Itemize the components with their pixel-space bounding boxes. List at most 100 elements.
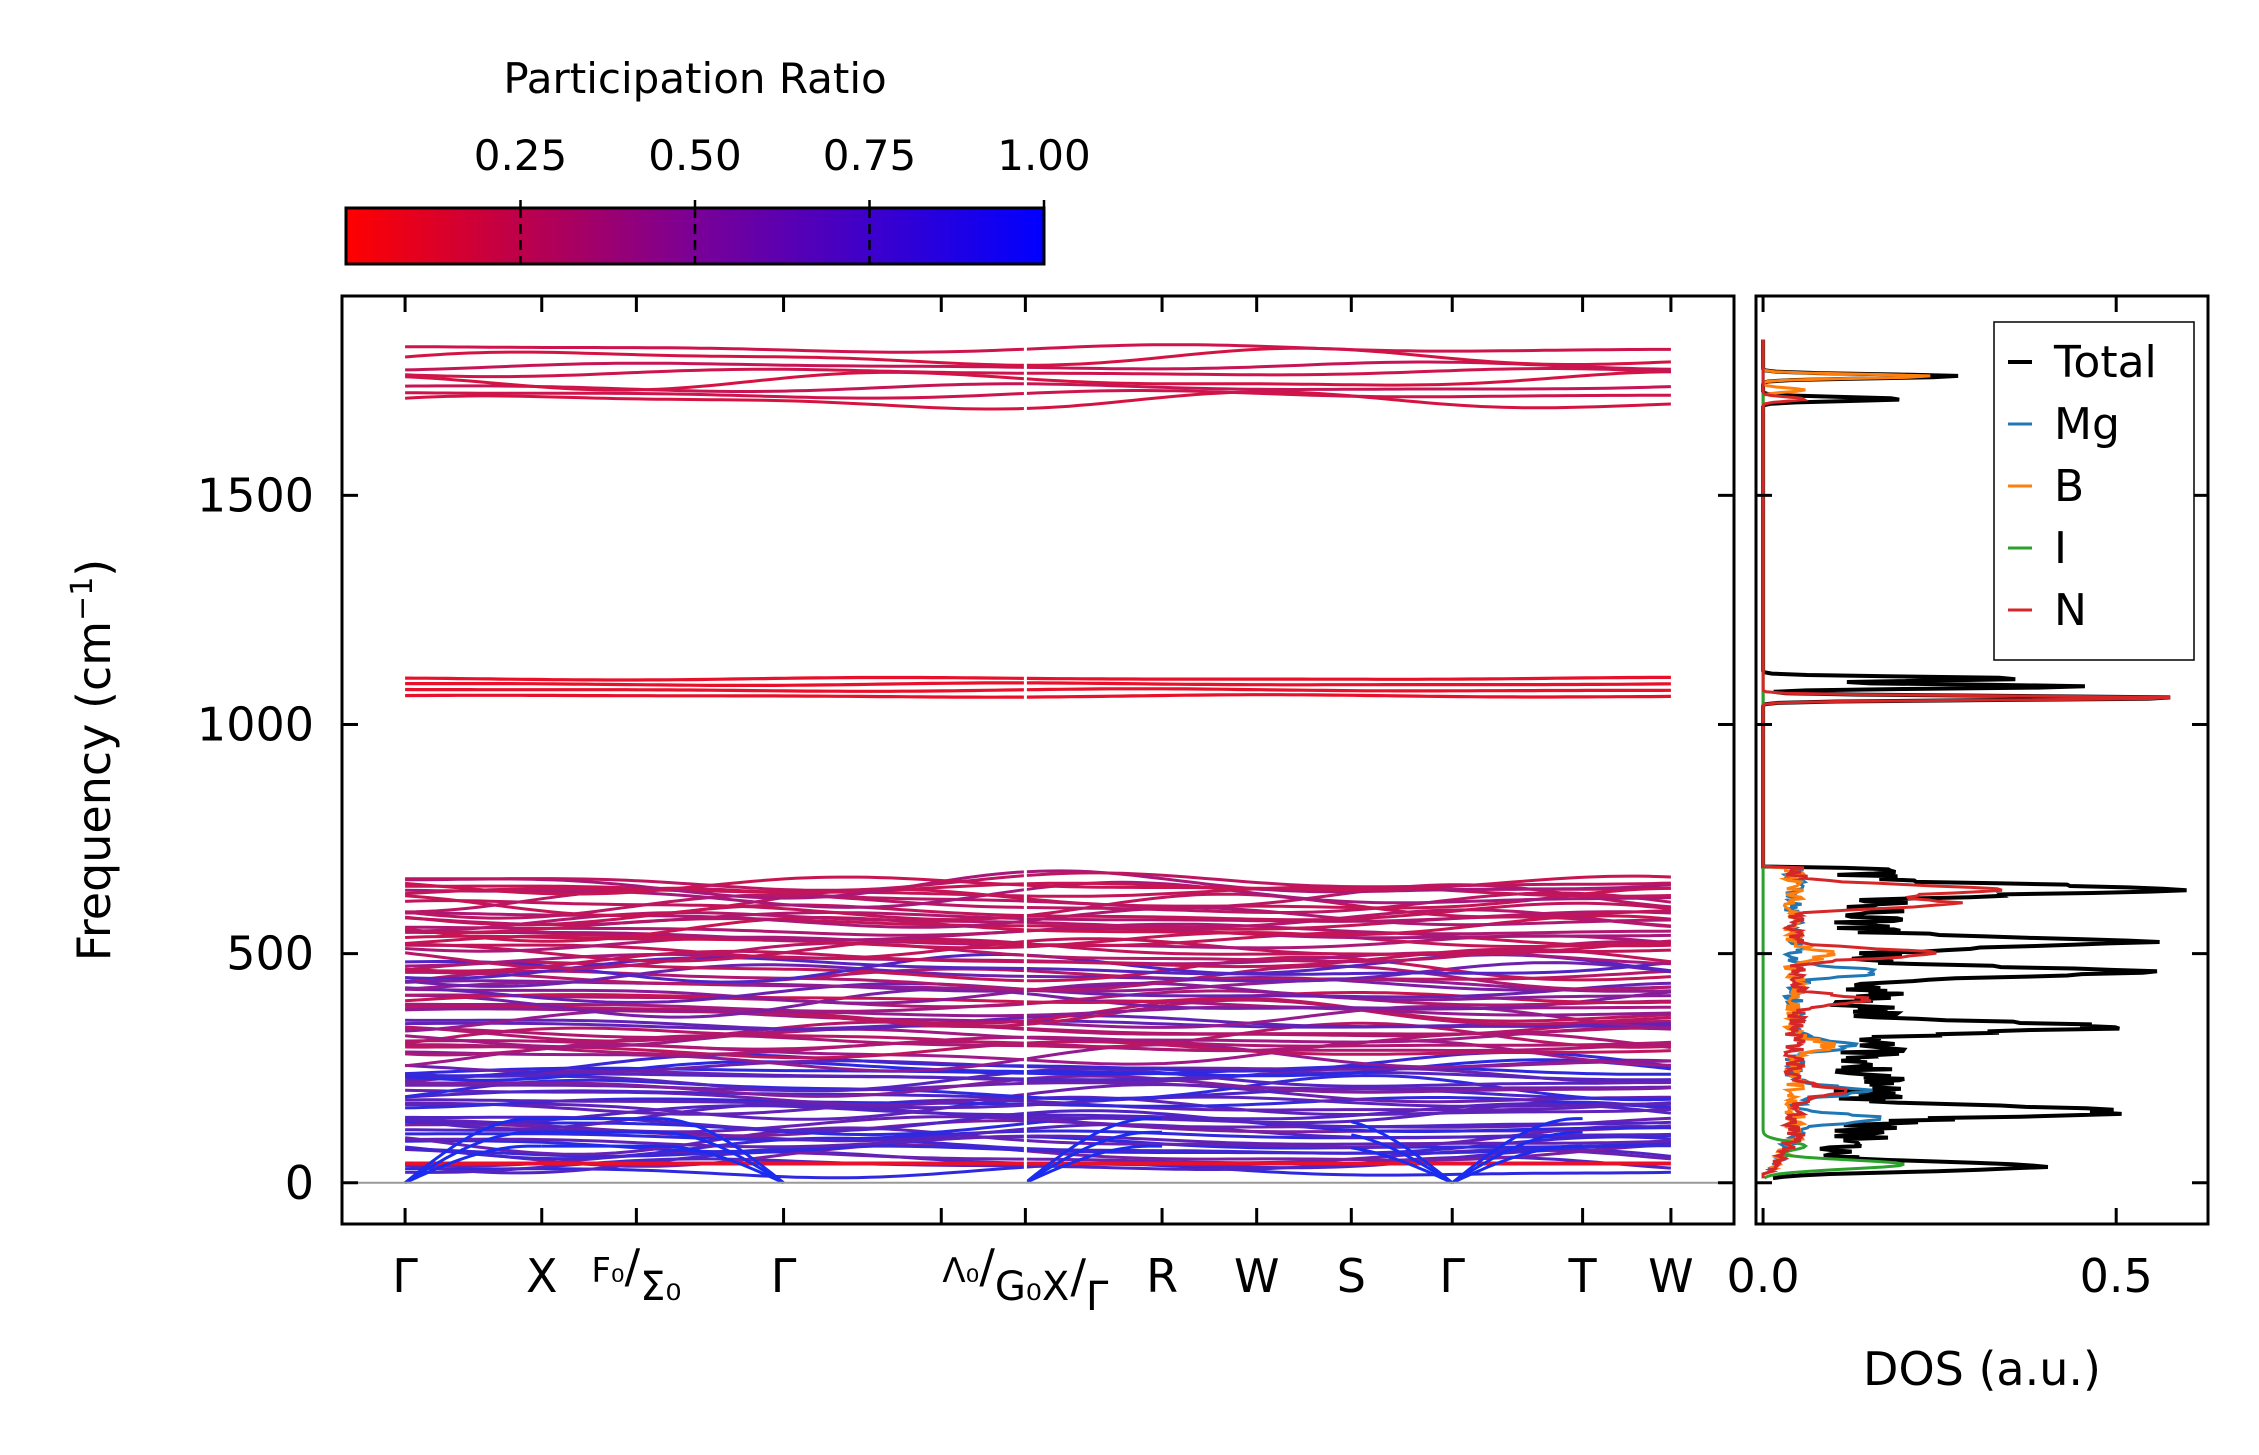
dos-plot-frame: [1754, 294, 2210, 1226]
acoustic-band: [1350, 1120, 1454, 1184]
k-label: Λ₀/G₀X /Γ: [942, 1239, 1109, 1320]
colorbar: Participation Ratio 0.25 0.50 0.75 1.00: [344, 54, 1091, 266]
phonon-band: [404, 1021, 1671, 1049]
phonon-band: [405, 967, 1671, 986]
phonon-band: [405, 390, 1671, 411]
phonon-band: [404, 955, 1671, 983]
phonon-band: [405, 1019, 1671, 1043]
frequency-axis: 0 500 1000 1500: [197, 468, 1734, 1210]
dos-curves: [1761, 339, 2187, 1181]
colorbar-label: Participation Ratio: [503, 54, 886, 103]
acoustic-band: [1024, 1130, 1163, 1185]
phonon-band: [405, 367, 1671, 379]
k-label: T: [1568, 1249, 1598, 1303]
phonon-band: [405, 1040, 1671, 1056]
k-label: F₀/Σ₀: [591, 1239, 681, 1310]
phonon-band: [405, 996, 1671, 1026]
dos-x-tick-label: 0.0: [1726, 1249, 1799, 1303]
phonon-band: [405, 1065, 1671, 1076]
colorbar-tick-label: 1.00: [997, 131, 1091, 180]
y-tick-label: 0: [285, 1156, 314, 1210]
k-label: Γ: [392, 1249, 418, 1303]
legend-label: B: [2054, 461, 2084, 512]
phonon-band: [404, 1124, 1671, 1156]
phonon-band: [404, 1073, 1671, 1102]
phonon-band: [404, 346, 1671, 367]
phonon-band: [405, 675, 1671, 682]
phonon-band: [405, 1115, 1671, 1134]
legend-label: Mg: [2054, 399, 2120, 450]
y-tick-label: 1000: [197, 697, 314, 751]
legend-label: I: [2054, 523, 2067, 574]
dos-curve-n: [1761, 339, 2171, 1179]
phonon-band: [405, 1098, 1671, 1116]
acoustic-band: [1451, 1144, 1583, 1185]
k-label: W: [1648, 1249, 1693, 1303]
acoustic-band: [404, 1117, 542, 1184]
frequency-axis-label: Frequency (cm−1): [65, 559, 121, 962]
k-label: S: [1337, 1249, 1366, 1303]
acoustic-band: [404, 1130, 542, 1185]
phonon-band: [405, 1005, 1671, 1018]
phonon-band: [405, 869, 1671, 900]
phonon-band: [405, 360, 1671, 372]
phonon-band: [405, 1014, 1671, 1031]
acoustic-band: [1451, 1117, 1583, 1184]
colorbar-ticks: [519, 200, 1046, 264]
phonon-band: [405, 871, 1671, 892]
legend-label: N: [2054, 585, 2087, 636]
colorbar-tick-label: 0.50: [648, 131, 742, 180]
phonon-band: [405, 1095, 1671, 1110]
acoustic-band: [1024, 1117, 1163, 1184]
ylabel-exponent: −1: [65, 577, 100, 621]
phonon-band: [405, 687, 1671, 693]
phonon-band: [405, 681, 1671, 687]
phonon-band: [404, 886, 1671, 917]
acoustic-band: [1351, 1133, 1454, 1185]
legend-label: Total: [2053, 337, 2157, 388]
k-label: X: [526, 1249, 558, 1303]
phonon-band: [405, 693, 1671, 699]
phonon-band: [405, 1070, 1671, 1082]
phonon-band: [405, 987, 1672, 1019]
phonon-band: [405, 370, 1671, 392]
phonon-band: [404, 1026, 1671, 1049]
ylabel-close: ): [67, 559, 121, 577]
k-label: Γ: [771, 1249, 797, 1303]
y-tick-label: 1500: [197, 468, 314, 522]
acoustic-band: [1451, 1130, 1583, 1185]
phonon-band: [405, 910, 1671, 927]
k-label: Γ: [1439, 1249, 1465, 1303]
phonon-band: [405, 389, 1671, 400]
phonon-band: [405, 343, 1671, 354]
phonon-band: [404, 961, 1672, 988]
dos-legend: Total Mg BIN: [1993, 321, 2195, 661]
acoustic-band: [1024, 1144, 1163, 1185]
dos-axis: 0.0 0.5: [1726, 296, 2208, 1303]
phonon-band: [404, 891, 1672, 920]
legend-box: [1993, 321, 2195, 661]
acoustic-band: [541, 1130, 785, 1185]
phonon-band: [405, 1115, 1671, 1137]
phonon-band: [405, 1043, 1671, 1073]
dos-axis-label: DOS (a.u.): [1863, 1342, 2101, 1396]
band-plot-frame: [340, 294, 1736, 1226]
acoustic-band: [404, 1144, 542, 1185]
phonon-band: [404, 914, 1672, 943]
k-label: R: [1146, 1249, 1178, 1303]
acoustic-band: [541, 1144, 785, 1185]
acoustic-band: [1351, 1146, 1453, 1185]
phonon-band: [405, 1081, 1671, 1092]
colorbar-tick-labels: 0.25 0.50 0.75 1.00: [474, 131, 1091, 180]
phonon-band: [405, 937, 1671, 960]
colorbar-tick-label: 0.25: [474, 131, 568, 180]
phonon-bands: [404, 296, 1672, 1224]
dos-panel: 0.0 0.5 DOS (a.u.) Total Mg BIN: [1726, 294, 2210, 1396]
phonon-band: [405, 892, 1671, 922]
dos-x-tick-label: 0.5: [2080, 1249, 2153, 1303]
acoustic-band: [541, 1117, 785, 1184]
y-tick-label: 500: [226, 927, 314, 981]
